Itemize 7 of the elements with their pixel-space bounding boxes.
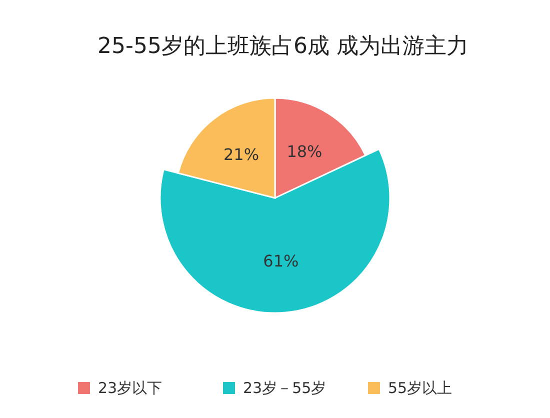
chart-title: 25-55岁的上班族占6成 成为出游主力 <box>98 34 468 59</box>
data-label: 61% <box>263 251 299 270</box>
legend-label: 55岁以上 <box>388 379 452 397</box>
data-label: 18% <box>286 142 322 162</box>
data-label: 21% <box>224 145 260 164</box>
legend-label: 23岁－55岁 <box>243 379 326 397</box>
legend-label: 23岁以下 <box>98 379 162 397</box>
